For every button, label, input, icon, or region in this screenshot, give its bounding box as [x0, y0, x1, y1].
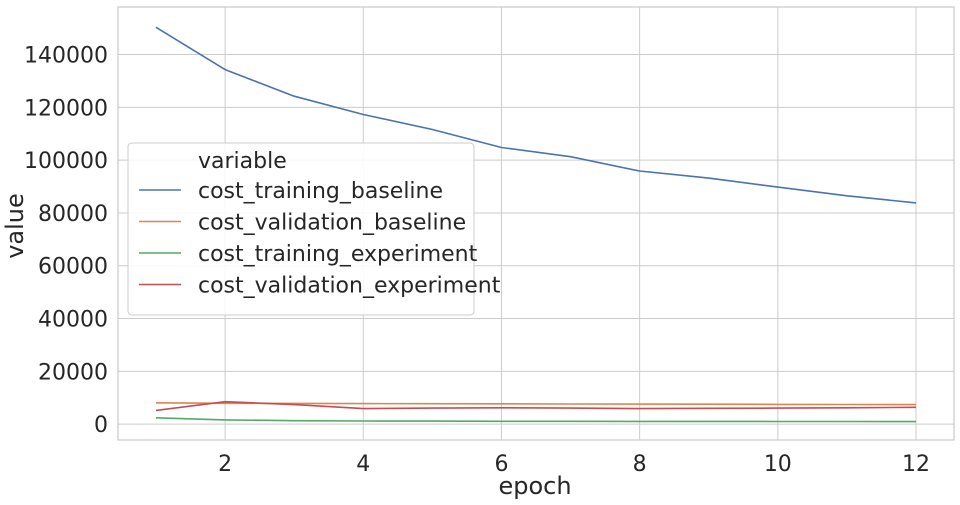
legend-label: cost_validation_baseline [198, 211, 466, 236]
x-tick-label: 6 [494, 452, 508, 477]
x-tick-label: 2 [218, 452, 232, 477]
legend-box [127, 142, 475, 316]
legend-items: cost_training_baseline cost_validation_ba… [139, 179, 501, 299]
series-lines [155, 26, 917, 423]
legend-title: variable [198, 149, 287, 174]
y-tick-label: 120000 [24, 96, 108, 121]
y-tick-label: 40000 [38, 308, 108, 333]
x-axis-title: epoch [498, 472, 571, 500]
x-tick-label: 12 [902, 452, 930, 477]
legend-label: cost_training_baseline [198, 179, 443, 204]
y-tick-label: 60000 [38, 255, 108, 280]
x-tick-labels: 2 4 6 8 10 12 [218, 452, 930, 477]
y-tick-label: 100000 [24, 149, 108, 174]
legend-label: cost_validation_experiment [198, 274, 501, 299]
y-tick-label: 80000 [38, 202, 108, 227]
y-axis-title: value [1, 193, 29, 259]
y-tick-label: 140000 [24, 44, 108, 69]
x-tick-label: 4 [356, 452, 370, 477]
x-tick-label: 8 [633, 452, 647, 477]
x-tick-label: 10 [764, 452, 792, 477]
legend-label: cost_training_experiment [198, 242, 478, 267]
series-line-cost-training-experiment [155, 417, 917, 423]
legend: variable cost_training_baseline cost_vali… [127, 142, 501, 316]
y-tick-label: 20000 [38, 360, 108, 385]
series-line-cost-validation-experiment [155, 400, 917, 412]
y-tick-label: 0 [94, 413, 108, 438]
y-tick-labels: 0 20000 40000 60000 80000 100000 120000 140000 [24, 44, 108, 439]
series-line-cost-training-baseline [155, 26, 917, 204]
